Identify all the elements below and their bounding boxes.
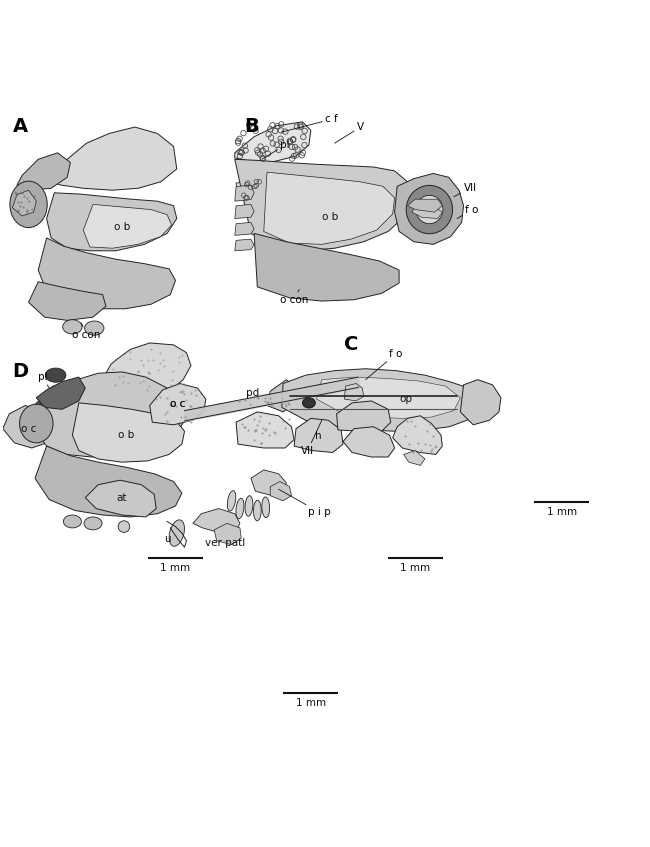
Text: f o: f o <box>457 204 478 219</box>
Text: pl: pl <box>262 140 290 159</box>
Ellipse shape <box>63 515 81 528</box>
Polygon shape <box>270 481 291 501</box>
Text: f o: f o <box>365 349 402 379</box>
Polygon shape <box>51 127 177 191</box>
Polygon shape <box>3 406 51 448</box>
Text: 1 mm: 1 mm <box>547 507 577 518</box>
Polygon shape <box>344 384 363 401</box>
Polygon shape <box>235 159 410 251</box>
Polygon shape <box>235 185 254 202</box>
Ellipse shape <box>20 404 53 443</box>
Ellipse shape <box>84 517 102 530</box>
Polygon shape <box>337 401 391 431</box>
Text: VII: VII <box>454 183 476 197</box>
Polygon shape <box>236 180 266 202</box>
Ellipse shape <box>406 185 452 234</box>
Polygon shape <box>264 172 395 244</box>
Polygon shape <box>214 523 241 545</box>
Polygon shape <box>294 418 343 452</box>
Ellipse shape <box>254 501 261 521</box>
Text: D: D <box>12 363 29 381</box>
Polygon shape <box>106 343 191 396</box>
Polygon shape <box>83 204 172 248</box>
Text: o c: o c <box>170 399 186 409</box>
Polygon shape <box>404 451 425 465</box>
Polygon shape <box>408 199 442 212</box>
Ellipse shape <box>46 368 66 382</box>
Polygon shape <box>36 377 85 409</box>
Polygon shape <box>343 427 395 457</box>
Ellipse shape <box>304 257 323 271</box>
Polygon shape <box>38 238 176 309</box>
Text: B: B <box>244 118 259 136</box>
Polygon shape <box>412 206 442 219</box>
Polygon shape <box>35 446 182 517</box>
Text: o con: o con <box>280 290 308 305</box>
Polygon shape <box>12 191 36 216</box>
Ellipse shape <box>262 497 270 518</box>
Text: o b: o b <box>114 222 130 232</box>
Text: o c: o c <box>170 399 186 409</box>
Ellipse shape <box>245 495 253 517</box>
Text: op: op <box>399 394 412 404</box>
Ellipse shape <box>227 490 236 511</box>
Polygon shape <box>460 379 501 425</box>
Text: 1 mm: 1 mm <box>161 562 190 573</box>
Text: c f: c f <box>281 114 338 132</box>
Polygon shape <box>236 412 294 448</box>
Polygon shape <box>34 385 67 418</box>
Text: o con: o con <box>72 323 101 340</box>
Polygon shape <box>85 480 156 517</box>
Text: h: h <box>315 431 322 441</box>
Polygon shape <box>282 368 478 431</box>
Ellipse shape <box>236 498 244 519</box>
Text: V: V <box>335 122 364 143</box>
Text: ver patl: ver patl <box>205 538 245 548</box>
Text: p i p: p i p <box>279 490 332 518</box>
Ellipse shape <box>282 255 301 269</box>
Text: C: C <box>344 335 359 353</box>
Ellipse shape <box>416 196 443 224</box>
Polygon shape <box>395 174 463 244</box>
Text: o c: o c <box>21 424 36 434</box>
Text: 1 mm: 1 mm <box>400 562 430 573</box>
Polygon shape <box>235 223 254 235</box>
Text: o b: o b <box>118 430 135 440</box>
Ellipse shape <box>84 321 104 335</box>
Polygon shape <box>251 470 287 495</box>
Ellipse shape <box>118 521 130 533</box>
Ellipse shape <box>169 520 185 546</box>
Ellipse shape <box>62 320 82 334</box>
Ellipse shape <box>10 181 47 228</box>
Text: at: at <box>117 493 127 502</box>
Polygon shape <box>193 508 240 533</box>
Text: A: A <box>12 118 27 136</box>
Text: VII: VII <box>301 420 322 456</box>
Polygon shape <box>254 234 399 301</box>
Polygon shape <box>235 204 254 219</box>
Text: u: u <box>164 534 170 545</box>
Text: pl: pl <box>38 372 49 388</box>
Polygon shape <box>72 403 185 462</box>
Polygon shape <box>29 282 106 320</box>
Polygon shape <box>235 239 254 251</box>
Polygon shape <box>393 416 442 455</box>
Text: o b: o b <box>322 213 338 222</box>
Ellipse shape <box>302 398 315 408</box>
Polygon shape <box>17 152 70 191</box>
Polygon shape <box>47 193 177 251</box>
Text: 1 mm: 1 mm <box>296 698 326 708</box>
Polygon shape <box>267 379 296 412</box>
Polygon shape <box>317 377 460 418</box>
Polygon shape <box>150 384 206 425</box>
Text: pd: pd <box>246 388 259 397</box>
Polygon shape <box>34 372 187 457</box>
Polygon shape <box>235 122 311 163</box>
